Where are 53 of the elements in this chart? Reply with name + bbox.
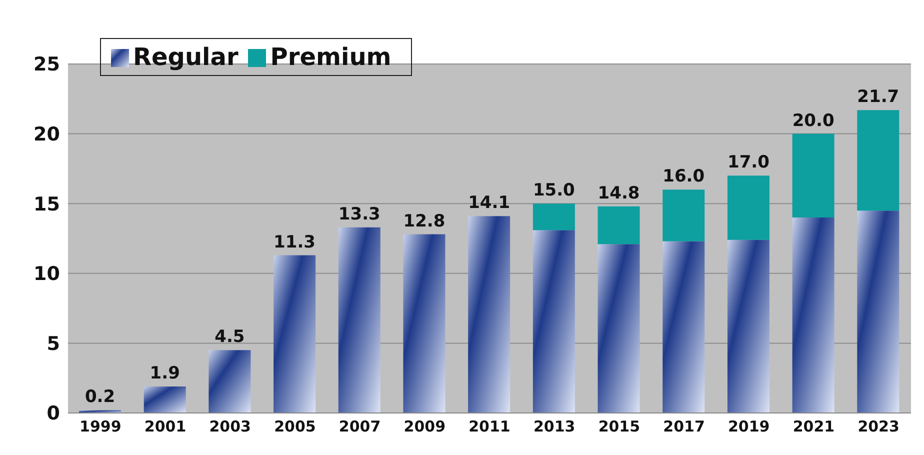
x-tick-label: 2015 [598, 418, 640, 436]
y-tick-label: 0 [46, 402, 60, 425]
x-tick-label: 2007 [338, 418, 381, 436]
total-label: 4.5 [214, 327, 245, 348]
y-tick-label: 10 [34, 263, 60, 286]
bar [857, 210, 900, 413]
y-tick-label: 20 [34, 124, 60, 146]
bar [468, 216, 510, 413]
x-tick-label: 2011 [468, 418, 510, 436]
x-tick-label: 2001 [144, 418, 186, 436]
bar [792, 134, 834, 218]
bar [598, 206, 640, 244]
total-label: 11.3 [274, 232, 316, 252]
bar [338, 227, 380, 413]
x-tick-label: 2019 [728, 418, 770, 436]
total-label: 16.0 [662, 166, 705, 187]
x-tick-label: 2009 [404, 418, 446, 436]
total-label: 17.0 [727, 152, 770, 173]
bar [208, 350, 251, 413]
bar [662, 190, 705, 242]
bar [274, 255, 316, 413]
bar [144, 386, 186, 413]
legend-label: Regular [133, 43, 238, 71]
total-label: 13.3 [338, 204, 380, 224]
x-tick-label: 2017 [663, 418, 705, 436]
x-tick-label: 2013 [533, 418, 576, 436]
bar [857, 110, 900, 211]
legend-label: Premium [270, 43, 392, 71]
y-tick-label: 15 [34, 193, 60, 216]
x-tick-label: 2005 [274, 418, 316, 436]
x-tick-label: 2023 [858, 418, 900, 436]
total-label: 15.0 [532, 180, 576, 201]
total-label: 1.9 [150, 363, 180, 384]
total-label: 0.2 [84, 387, 116, 408]
bar [662, 241, 705, 413]
bar [403, 234, 446, 413]
x-tick-label: 2021 [792, 418, 835, 436]
total-label: 21.7 [857, 87, 900, 108]
bar [792, 218, 834, 413]
bar [598, 244, 640, 413]
x-tick-label: 1999 [80, 418, 122, 436]
total-label: 14.1 [468, 193, 510, 214]
total-label: 14.8 [598, 183, 640, 204]
y-tick-label: 25 [34, 54, 60, 76]
x-tick-label: 2003 [209, 418, 251, 436]
bar [727, 176, 770, 240]
bar [79, 410, 121, 413]
bar [532, 230, 575, 413]
total-label: 20.0 [792, 110, 834, 131]
total-label: 12.8 [403, 211, 446, 232]
bar [727, 240, 770, 413]
bar [532, 204, 575, 230]
y-tick-label: 5 [46, 332, 60, 355]
